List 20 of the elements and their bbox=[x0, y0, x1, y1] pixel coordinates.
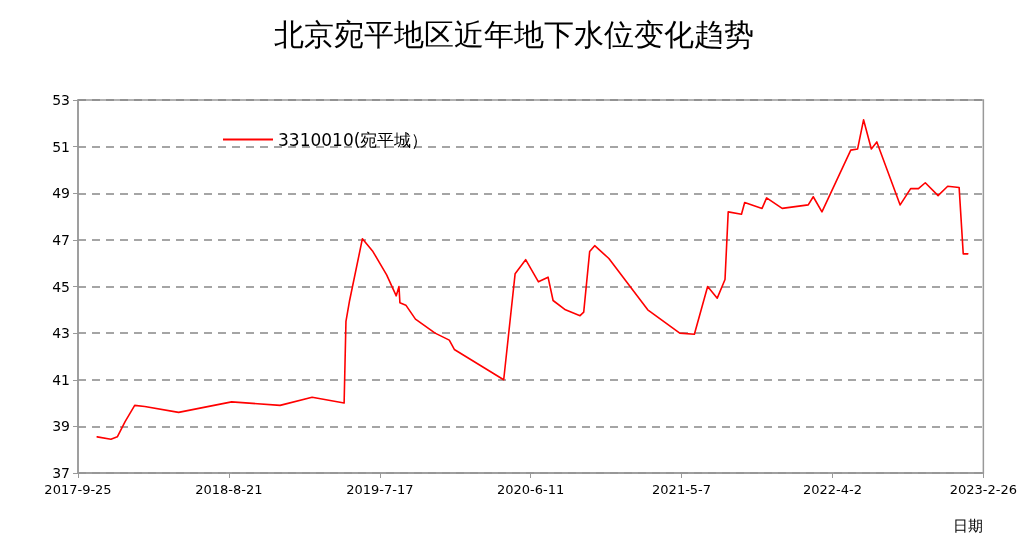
y-tick-label: 41 bbox=[52, 371, 70, 388]
legend-label: 3310010(宛平城） bbox=[278, 129, 429, 150]
x-tick-label: 2017-9-25 bbox=[44, 482, 112, 497]
x-tick-label: 2018-8-21 bbox=[195, 482, 263, 497]
y-tick-label: 51 bbox=[52, 138, 70, 155]
y-tick-label: 53 bbox=[52, 92, 70, 108]
x-tick-label: 2022-4-2 bbox=[802, 482, 862, 497]
x-axis-title: 日期 bbox=[953, 516, 984, 535]
x-tick-label: 2021-5-7 bbox=[652, 482, 712, 497]
y-tick-label: 47 bbox=[52, 231, 70, 248]
chart-title: 北京宛平地区近年地下水位变化趋势 bbox=[274, 16, 754, 52]
x-tick-label: 2019-7-17 bbox=[346, 482, 414, 497]
y-tick-label: 43 bbox=[52, 325, 70, 342]
y-tick-label: 39 bbox=[52, 418, 70, 435]
y-tick-label: 37 bbox=[52, 465, 70, 481]
y-tick-label: 45 bbox=[52, 278, 70, 295]
x-tick-label: 2023-2-26 bbox=[949, 482, 1017, 497]
line-series bbox=[96, 119, 969, 440]
y-tick-label: 49 bbox=[52, 185, 70, 202]
x-tick-label: 2020-6-11 bbox=[497, 482, 565, 497]
